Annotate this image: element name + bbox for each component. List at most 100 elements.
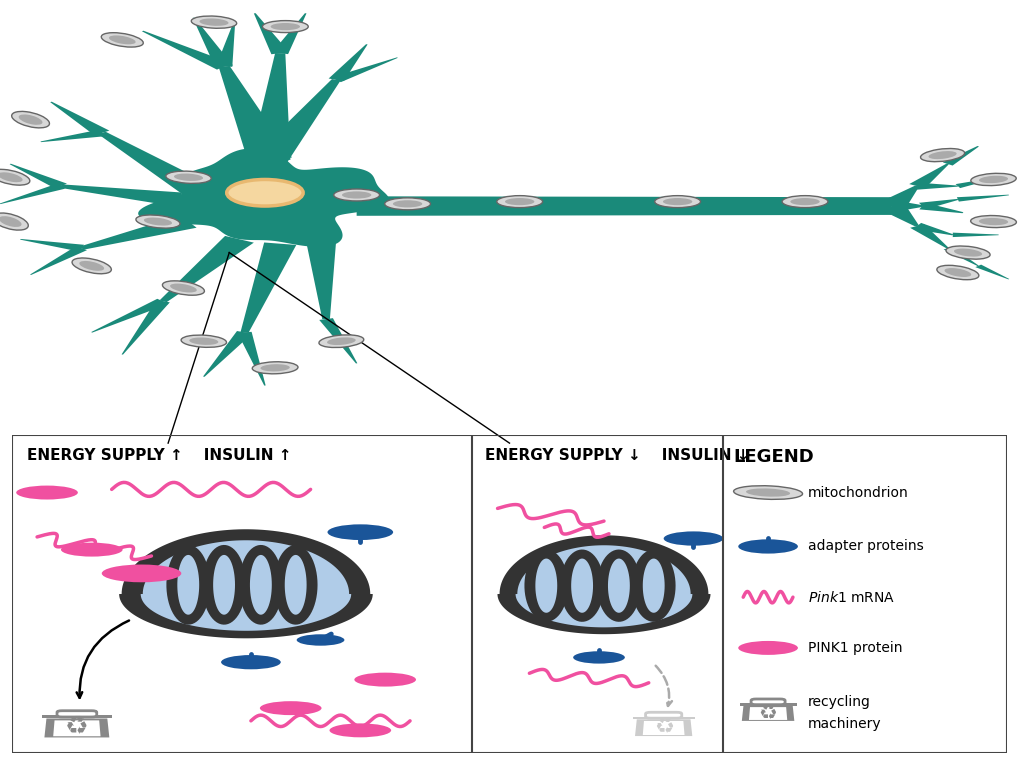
Polygon shape xyxy=(177,555,199,615)
Polygon shape xyxy=(213,555,235,615)
Ellipse shape xyxy=(329,724,391,737)
Ellipse shape xyxy=(928,151,957,159)
Polygon shape xyxy=(975,264,1009,280)
Polygon shape xyxy=(219,66,292,161)
Ellipse shape xyxy=(221,655,281,669)
Ellipse shape xyxy=(170,283,197,293)
Text: $\mathit{Pink1}$ mRNA: $\mathit{Pink1}$ mRNA xyxy=(808,590,895,604)
Polygon shape xyxy=(632,549,676,622)
Ellipse shape xyxy=(385,198,430,210)
Polygon shape xyxy=(943,146,979,166)
Polygon shape xyxy=(910,224,949,248)
Polygon shape xyxy=(892,200,922,212)
Polygon shape xyxy=(254,13,289,54)
Ellipse shape xyxy=(271,23,300,30)
Polygon shape xyxy=(60,184,182,206)
Ellipse shape xyxy=(945,268,971,277)
Ellipse shape xyxy=(327,524,393,540)
Polygon shape xyxy=(216,22,235,66)
Polygon shape xyxy=(319,318,358,364)
Polygon shape xyxy=(643,721,685,735)
Ellipse shape xyxy=(61,542,122,557)
Polygon shape xyxy=(20,239,85,251)
Ellipse shape xyxy=(654,196,701,208)
Polygon shape xyxy=(253,79,340,162)
FancyBboxPatch shape xyxy=(740,703,797,706)
Text: recycling: recycling xyxy=(808,694,871,709)
Ellipse shape xyxy=(144,218,172,225)
Polygon shape xyxy=(597,549,641,622)
Ellipse shape xyxy=(0,216,21,227)
Polygon shape xyxy=(332,57,397,83)
Polygon shape xyxy=(193,18,233,67)
Polygon shape xyxy=(98,131,214,196)
Ellipse shape xyxy=(0,173,22,182)
Text: machinery: machinery xyxy=(808,717,881,731)
Polygon shape xyxy=(45,718,109,737)
Polygon shape xyxy=(159,236,254,302)
Polygon shape xyxy=(608,558,630,613)
Ellipse shape xyxy=(979,176,1008,183)
Text: ♻: ♻ xyxy=(759,703,777,723)
Ellipse shape xyxy=(971,215,1016,228)
Polygon shape xyxy=(909,163,949,188)
Ellipse shape xyxy=(333,189,379,201)
Polygon shape xyxy=(250,555,272,615)
Polygon shape xyxy=(560,549,604,622)
Polygon shape xyxy=(919,202,963,213)
Text: mitochondrion: mitochondrion xyxy=(808,486,909,500)
Ellipse shape xyxy=(746,488,790,497)
Ellipse shape xyxy=(663,532,723,545)
Ellipse shape xyxy=(101,33,144,47)
Polygon shape xyxy=(0,183,65,204)
Ellipse shape xyxy=(174,173,203,181)
Ellipse shape xyxy=(791,198,819,206)
Ellipse shape xyxy=(920,148,965,162)
Polygon shape xyxy=(203,331,252,377)
Ellipse shape xyxy=(192,16,236,28)
FancyBboxPatch shape xyxy=(42,715,112,718)
Polygon shape xyxy=(250,53,290,160)
Polygon shape xyxy=(516,545,692,627)
Ellipse shape xyxy=(200,18,228,26)
Polygon shape xyxy=(91,299,169,332)
Polygon shape xyxy=(635,720,692,736)
Ellipse shape xyxy=(663,198,692,206)
Polygon shape xyxy=(956,177,999,188)
Polygon shape xyxy=(742,706,795,721)
Ellipse shape xyxy=(136,215,180,228)
Polygon shape xyxy=(535,558,557,613)
Polygon shape xyxy=(917,183,958,189)
Polygon shape xyxy=(30,246,87,275)
Text: ENERGY SUPPLY ↓    INSULIN ↓: ENERGY SUPPLY ↓ INSULIN ↓ xyxy=(485,448,749,463)
Ellipse shape xyxy=(393,200,422,207)
Text: LEGEND: LEGEND xyxy=(734,448,814,466)
Polygon shape xyxy=(944,247,979,266)
Polygon shape xyxy=(141,540,352,631)
Polygon shape xyxy=(239,545,282,625)
Text: PINK1 protein: PINK1 protein xyxy=(808,641,903,655)
Ellipse shape xyxy=(16,486,77,500)
Polygon shape xyxy=(525,549,569,622)
Ellipse shape xyxy=(166,171,211,183)
Ellipse shape xyxy=(109,35,136,44)
Polygon shape xyxy=(41,130,105,142)
Ellipse shape xyxy=(734,486,803,500)
Ellipse shape xyxy=(327,338,356,345)
Polygon shape xyxy=(878,186,919,209)
Ellipse shape xyxy=(971,173,1016,186)
Ellipse shape xyxy=(979,218,1008,225)
Ellipse shape xyxy=(253,362,298,374)
Polygon shape xyxy=(329,44,368,81)
Ellipse shape xyxy=(505,198,534,206)
FancyBboxPatch shape xyxy=(646,712,682,718)
Text: ♻: ♻ xyxy=(65,714,89,740)
Text: ENERGY SUPPLY ↑    INSULIN ↑: ENERGY SUPPLY ↑ INSULIN ↑ xyxy=(28,448,291,463)
Ellipse shape xyxy=(738,641,798,655)
Ellipse shape xyxy=(954,248,982,257)
Polygon shape xyxy=(957,195,1009,202)
Polygon shape xyxy=(919,199,958,209)
Ellipse shape xyxy=(936,265,979,280)
Ellipse shape xyxy=(102,565,181,582)
Polygon shape xyxy=(306,239,336,319)
